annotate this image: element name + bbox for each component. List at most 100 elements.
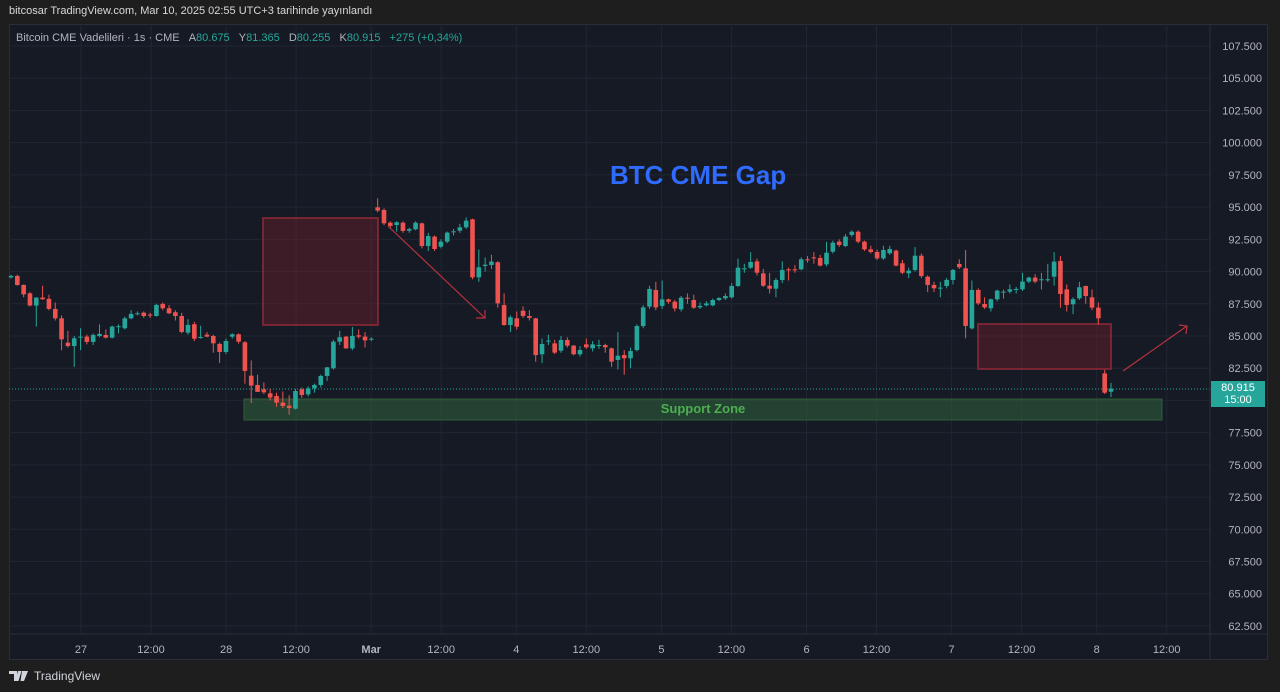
candle-body	[305, 388, 311, 395]
candle-body	[369, 338, 374, 340]
candle-body	[122, 318, 128, 329]
candle-body	[565, 339, 570, 346]
candle-body	[210, 335, 216, 344]
candle-up	[710, 298, 716, 307]
candle-body	[969, 289, 975, 329]
candle-body	[988, 299, 994, 309]
candle-up	[1007, 284, 1013, 294]
candle-down	[21, 284, 26, 298]
candle-body	[388, 222, 393, 226]
candle-up	[8, 274, 14, 279]
candle-up	[369, 337, 374, 342]
candle-body	[299, 389, 305, 396]
candle-body	[1058, 260, 1063, 294]
candle-body	[900, 263, 905, 273]
candle-up	[128, 310, 134, 320]
x-tick-label: 12:00	[427, 644, 455, 656]
x-tick-label: 12:00	[282, 644, 310, 656]
support-zone	[243, 398, 1163, 421]
brand-name[interactable]: TradingView	[34, 669, 101, 683]
candle-down	[40, 285, 45, 300]
candle-body	[590, 344, 595, 349]
candle-body	[596, 345, 602, 347]
candle-down	[868, 245, 874, 254]
candle-down	[274, 392, 279, 407]
candle-body	[1108, 388, 1114, 392]
candle-body	[27, 293, 33, 306]
candle-body	[337, 337, 343, 342]
candle-up	[678, 296, 684, 312]
candle-down	[470, 218, 475, 280]
candle-body	[1064, 289, 1070, 305]
candle-body	[634, 326, 640, 351]
candle-body	[476, 267, 482, 278]
candle-body	[919, 255, 924, 277]
candle-body	[444, 232, 450, 242]
candle-body	[520, 310, 526, 317]
candle-up	[135, 311, 140, 316]
tradingview-logo-icon	[9, 671, 28, 681]
candle-down	[1089, 289, 1095, 311]
candle-body	[46, 298, 52, 309]
y-tick-label: 92.500	[1228, 234, 1262, 246]
candle-up	[1013, 287, 1019, 294]
candle-body	[166, 308, 172, 314]
time-axis[interactable]: 27 12:00 28 12:00 Mar 12:00 4 12:00 5 12:00 6 12:00…	[75, 644, 1181, 656]
candle-body	[1089, 297, 1095, 308]
candle-body	[223, 341, 229, 352]
candle-body	[1083, 285, 1089, 297]
candle-down	[299, 387, 305, 398]
candle-up	[1001, 289, 1006, 299]
candle-down	[811, 252, 817, 264]
candle-up	[577, 346, 583, 357]
candle-down	[141, 311, 147, 318]
candle-up	[116, 324, 121, 334]
candle-up	[457, 223, 463, 233]
symbol-name[interactable]: Bitcoin CME Vadelileri · 1s · CME	[16, 32, 180, 44]
candle-body	[938, 287, 943, 289]
candle-down	[685, 293, 690, 304]
price-axis[interactable]: 107.500 105.000 102.500 100.000 97.500 95.000…	[1222, 41, 1262, 633]
candle-down	[204, 332, 210, 338]
candle-down	[217, 342, 222, 364]
candle-body	[52, 308, 58, 319]
close-value: 80.915	[346, 32, 381, 44]
candle-down	[963, 250, 968, 339]
candle-body	[716, 297, 722, 301]
x-tick-label: 12:00	[863, 644, 891, 656]
candle-body	[678, 297, 684, 310]
candle-down	[173, 310, 178, 321]
candle-down	[255, 374, 260, 392]
candle-up	[463, 217, 469, 230]
chart-annotation-title: BTC CME Gap	[610, 160, 787, 190]
candle-body	[8, 275, 14, 278]
candle-up	[331, 339, 336, 370]
candle-down	[514, 311, 520, 330]
candle-down	[147, 312, 153, 318]
candle-down	[166, 305, 172, 315]
candle-down	[27, 292, 33, 307]
candles	[8, 198, 1114, 415]
candle-up	[887, 245, 893, 255]
candle-body	[394, 222, 399, 226]
candle-body	[830, 242, 836, 252]
candle-down	[552, 339, 557, 355]
y-tick-label: 67.500	[1228, 557, 1262, 569]
candle-body	[571, 345, 576, 355]
candle-up	[988, 298, 994, 312]
candle-body	[628, 351, 633, 359]
candle-up	[716, 297, 722, 302]
candle-down	[46, 294, 52, 311]
gap-box-left	[262, 217, 379, 326]
candle-down	[792, 265, 798, 273]
candle-down	[280, 391, 286, 409]
candle-body	[413, 222, 418, 230]
symbol-legend: Bitcoin CME Vadelileri · 1s · CME A80.67…	[16, 32, 462, 44]
candle-up	[950, 268, 956, 285]
candle-body	[798, 259, 804, 270]
candle-body	[400, 222, 406, 231]
candle-body	[868, 249, 874, 252]
x-tick-label: 7	[949, 644, 955, 656]
candle-up	[476, 249, 482, 282]
